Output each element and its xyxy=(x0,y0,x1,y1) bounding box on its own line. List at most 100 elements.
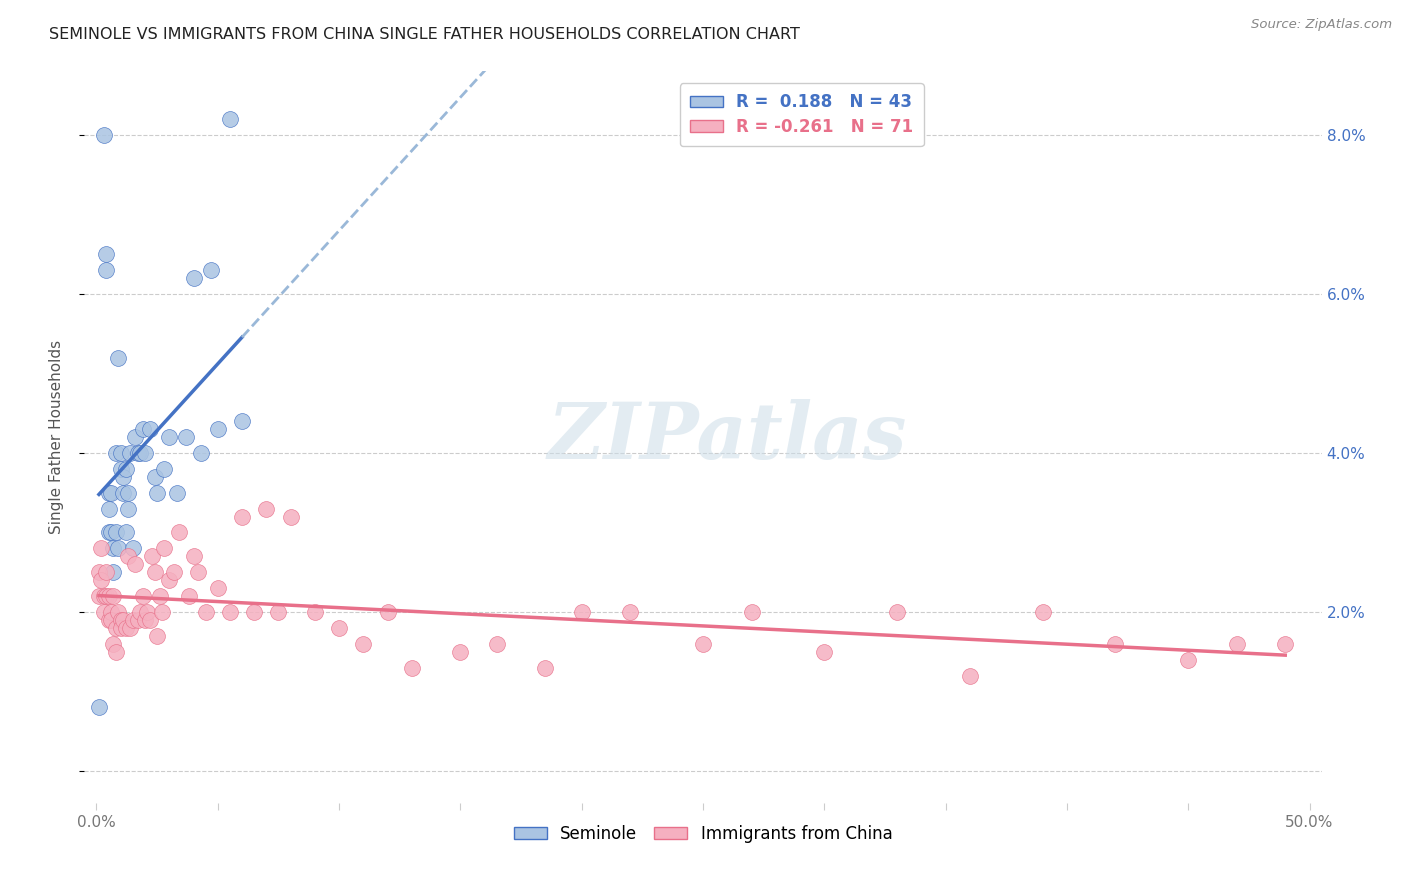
Point xyxy=(183,271,205,285)
Point xyxy=(114,621,136,635)
Point xyxy=(231,509,253,524)
Point xyxy=(143,470,166,484)
Point xyxy=(401,660,423,674)
Point xyxy=(207,581,229,595)
Point xyxy=(153,462,176,476)
Point xyxy=(1177,653,1199,667)
Point xyxy=(141,549,163,564)
Point xyxy=(619,605,641,619)
Point xyxy=(304,605,326,619)
Point xyxy=(117,549,139,564)
Point xyxy=(194,605,217,619)
Point xyxy=(254,501,277,516)
Point xyxy=(157,430,180,444)
Point xyxy=(157,573,180,587)
Point xyxy=(90,573,112,587)
Point xyxy=(692,637,714,651)
Point xyxy=(163,566,186,580)
Point xyxy=(136,605,159,619)
Point xyxy=(110,621,132,635)
Point xyxy=(131,589,153,603)
Point xyxy=(1032,605,1054,619)
Point xyxy=(103,566,125,580)
Point xyxy=(122,541,145,556)
Point xyxy=(813,645,835,659)
Point xyxy=(280,509,302,524)
Point xyxy=(93,605,115,619)
Y-axis label: Single Father Households: Single Father Households xyxy=(49,340,63,534)
Point xyxy=(104,446,127,460)
Point xyxy=(110,446,132,460)
Point xyxy=(1226,637,1249,651)
Point xyxy=(167,525,190,540)
Point xyxy=(114,462,136,476)
Point xyxy=(200,263,222,277)
Point xyxy=(103,589,125,603)
Point xyxy=(90,541,112,556)
Point xyxy=(219,112,242,126)
Point xyxy=(534,660,557,674)
Point xyxy=(134,613,156,627)
Point xyxy=(886,605,908,619)
Text: Source: ZipAtlas.com: Source: ZipAtlas.com xyxy=(1251,18,1392,31)
Point xyxy=(177,589,200,603)
Point xyxy=(96,566,118,580)
Point xyxy=(97,589,120,603)
Point xyxy=(112,613,135,627)
Point xyxy=(124,558,146,572)
Point xyxy=(97,613,120,627)
Point xyxy=(183,549,205,564)
Point xyxy=(103,637,125,651)
Point xyxy=(449,645,471,659)
Point xyxy=(110,462,132,476)
Point xyxy=(104,645,127,659)
Point xyxy=(122,613,145,627)
Point xyxy=(207,422,229,436)
Point xyxy=(104,525,127,540)
Point xyxy=(1104,637,1126,651)
Point xyxy=(174,430,197,444)
Point xyxy=(114,525,136,540)
Point xyxy=(187,566,209,580)
Point xyxy=(741,605,763,619)
Text: ZIPatlas: ZIPatlas xyxy=(548,399,907,475)
Point xyxy=(267,605,290,619)
Point xyxy=(139,422,162,436)
Point xyxy=(110,613,132,627)
Point xyxy=(120,621,142,635)
Point xyxy=(139,613,162,627)
Point xyxy=(134,446,156,460)
Legend: Seminole, Immigrants from China: Seminole, Immigrants from China xyxy=(508,818,898,849)
Point xyxy=(100,613,122,627)
Point xyxy=(96,247,118,261)
Point xyxy=(219,605,242,619)
Point xyxy=(1274,637,1296,651)
Point xyxy=(97,501,120,516)
Point xyxy=(87,589,110,603)
Point xyxy=(100,605,122,619)
Point xyxy=(117,485,139,500)
Point xyxy=(148,589,170,603)
Point xyxy=(231,414,253,428)
Point xyxy=(96,263,118,277)
Point xyxy=(377,605,399,619)
Point xyxy=(143,566,166,580)
Point xyxy=(100,485,122,500)
Point xyxy=(571,605,593,619)
Point xyxy=(87,566,110,580)
Point xyxy=(124,430,146,444)
Point xyxy=(129,605,152,619)
Point xyxy=(166,485,188,500)
Point xyxy=(93,589,115,603)
Point xyxy=(112,470,135,484)
Point xyxy=(485,637,508,651)
Point xyxy=(190,446,212,460)
Point xyxy=(103,541,125,556)
Point xyxy=(153,541,176,556)
Text: SEMINOLE VS IMMIGRANTS FROM CHINA SINGLE FATHER HOUSEHOLDS CORRELATION CHART: SEMINOLE VS IMMIGRANTS FROM CHINA SINGLE… xyxy=(49,27,800,42)
Point xyxy=(100,525,122,540)
Point xyxy=(146,629,169,643)
Point xyxy=(243,605,266,619)
Point xyxy=(959,668,981,682)
Point xyxy=(104,621,127,635)
